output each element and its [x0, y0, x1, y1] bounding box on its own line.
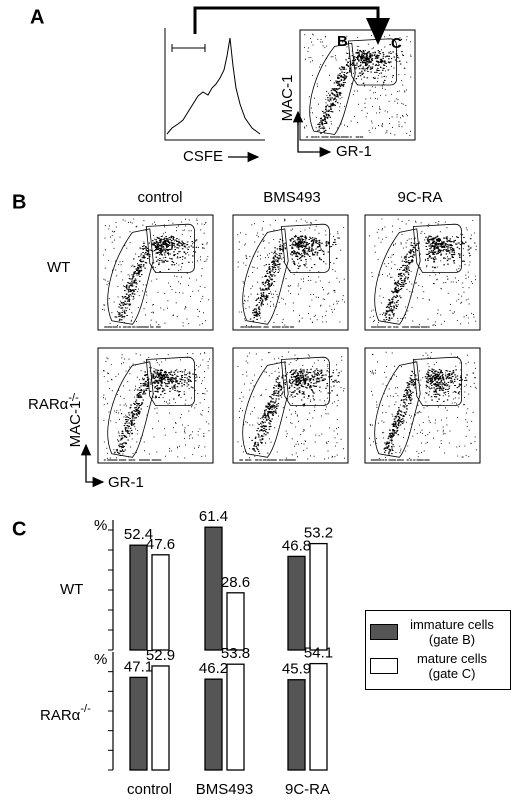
value-label: 47.1 [124, 658, 153, 675]
bar [287, 679, 306, 771]
legend: immature cells (gate B) mature cells (ga… [365, 610, 511, 690]
dot-plot-frame [299, 29, 416, 141]
axis-label: MAC-1 [279, 75, 296, 122]
panel-label: C [12, 518, 26, 540]
value-label: 47.6 [146, 536, 175, 553]
dot-plot-frame [97, 214, 214, 331]
axis-label: GR-1 [108, 474, 144, 491]
chart-title-base: RARα [40, 707, 81, 724]
legend-entry: mature cells (gate C) [370, 651, 506, 681]
gate-b [242, 228, 289, 325]
row-label: RARα-/- [28, 392, 79, 413]
bar [226, 592, 245, 651]
gate-arrow [193, 6, 390, 45]
gate-c [412, 356, 462, 406]
bar [309, 662, 328, 771]
row-label-superscript: -/- [68, 392, 79, 404]
value-label: 46.2 [199, 660, 228, 677]
value-label: 52.4 [124, 526, 153, 543]
bar [309, 542, 328, 651]
dot-cloud [369, 351, 477, 461]
panel-label: B [12, 191, 26, 213]
chart-title-superscript: -/- [80, 703, 91, 715]
x-tick-label: 9C-RA [285, 781, 330, 798]
column-label: 9C-RA [397, 189, 442, 206]
gate-b [107, 228, 154, 325]
axis-label: GR-1 [336, 143, 372, 160]
chart-title: RARα-/- [40, 703, 91, 724]
dot-cloud [102, 218, 210, 328]
dot-plot-frame [232, 347, 349, 464]
bar [151, 665, 170, 771]
dot-cloud [103, 352, 210, 461]
gate-c [280, 356, 330, 406]
gate-b [107, 361, 154, 458]
gate-b [374, 228, 421, 325]
gate-c [280, 223, 330, 273]
column-label: BMS493 [263, 189, 321, 206]
bar [129, 676, 148, 771]
value-label: 45.9 [282, 661, 311, 678]
x-tick-label: control [127, 781, 172, 798]
row-label: WT [47, 259, 70, 276]
dot-plot-frame [364, 347, 481, 464]
axis-label: MAC-1 [67, 401, 84, 448]
value-label: 53.8 [221, 645, 250, 662]
gate-c [145, 223, 195, 273]
legend-label: mature cells (gate C) [416, 651, 488, 681]
histogram-curve [166, 37, 261, 135]
value-label: 54.1 [304, 645, 333, 662]
gate-b [374, 361, 421, 458]
gate-b [309, 42, 356, 135]
gate-c [145, 356, 195, 406]
value-label: 61.4 [199, 508, 228, 525]
y-axis-label: % [94, 517, 107, 534]
legend-label: immature cells (gate B) [410, 617, 494, 647]
panel-label: A [30, 6, 44, 28]
value-label: 28.6 [221, 574, 250, 591]
bar [287, 555, 306, 651]
gate-c [412, 223, 462, 273]
value-label: 46.8 [282, 537, 311, 554]
axis-arrow [297, 120, 328, 153]
y-axis-label: % [94, 651, 107, 668]
x-tick-label: BMS493 [196, 781, 254, 798]
dot-plot-frame [232, 214, 349, 331]
dot-plot-frame [97, 347, 214, 464]
bar [204, 526, 223, 651]
value-label: 53.2 [304, 525, 333, 542]
legend-entry: immature cells (gate B) [370, 617, 506, 647]
axis-label: CSFE [183, 148, 223, 165]
dot-plot-frame [364, 214, 481, 331]
column-label: control [137, 189, 182, 206]
dot-cloud [369, 218, 477, 328]
legend-swatch [370, 658, 398, 674]
legend-swatch [370, 624, 398, 640]
dot-cloud [237, 351, 345, 461]
bar [129, 544, 148, 651]
bar [151, 554, 170, 651]
dot-cloud [237, 218, 345, 328]
histogram-axes [164, 28, 265, 141]
chart-title: WT [60, 581, 83, 598]
bar [204, 678, 223, 771]
gate-b [242, 361, 289, 458]
dot-cloud [304, 33, 412, 138]
bar [226, 663, 245, 771]
value-label: 52.9 [146, 647, 175, 664]
gate-c [347, 38, 397, 86]
row-label-base: RARα [28, 396, 69, 413]
gate-label: B [337, 33, 348, 50]
